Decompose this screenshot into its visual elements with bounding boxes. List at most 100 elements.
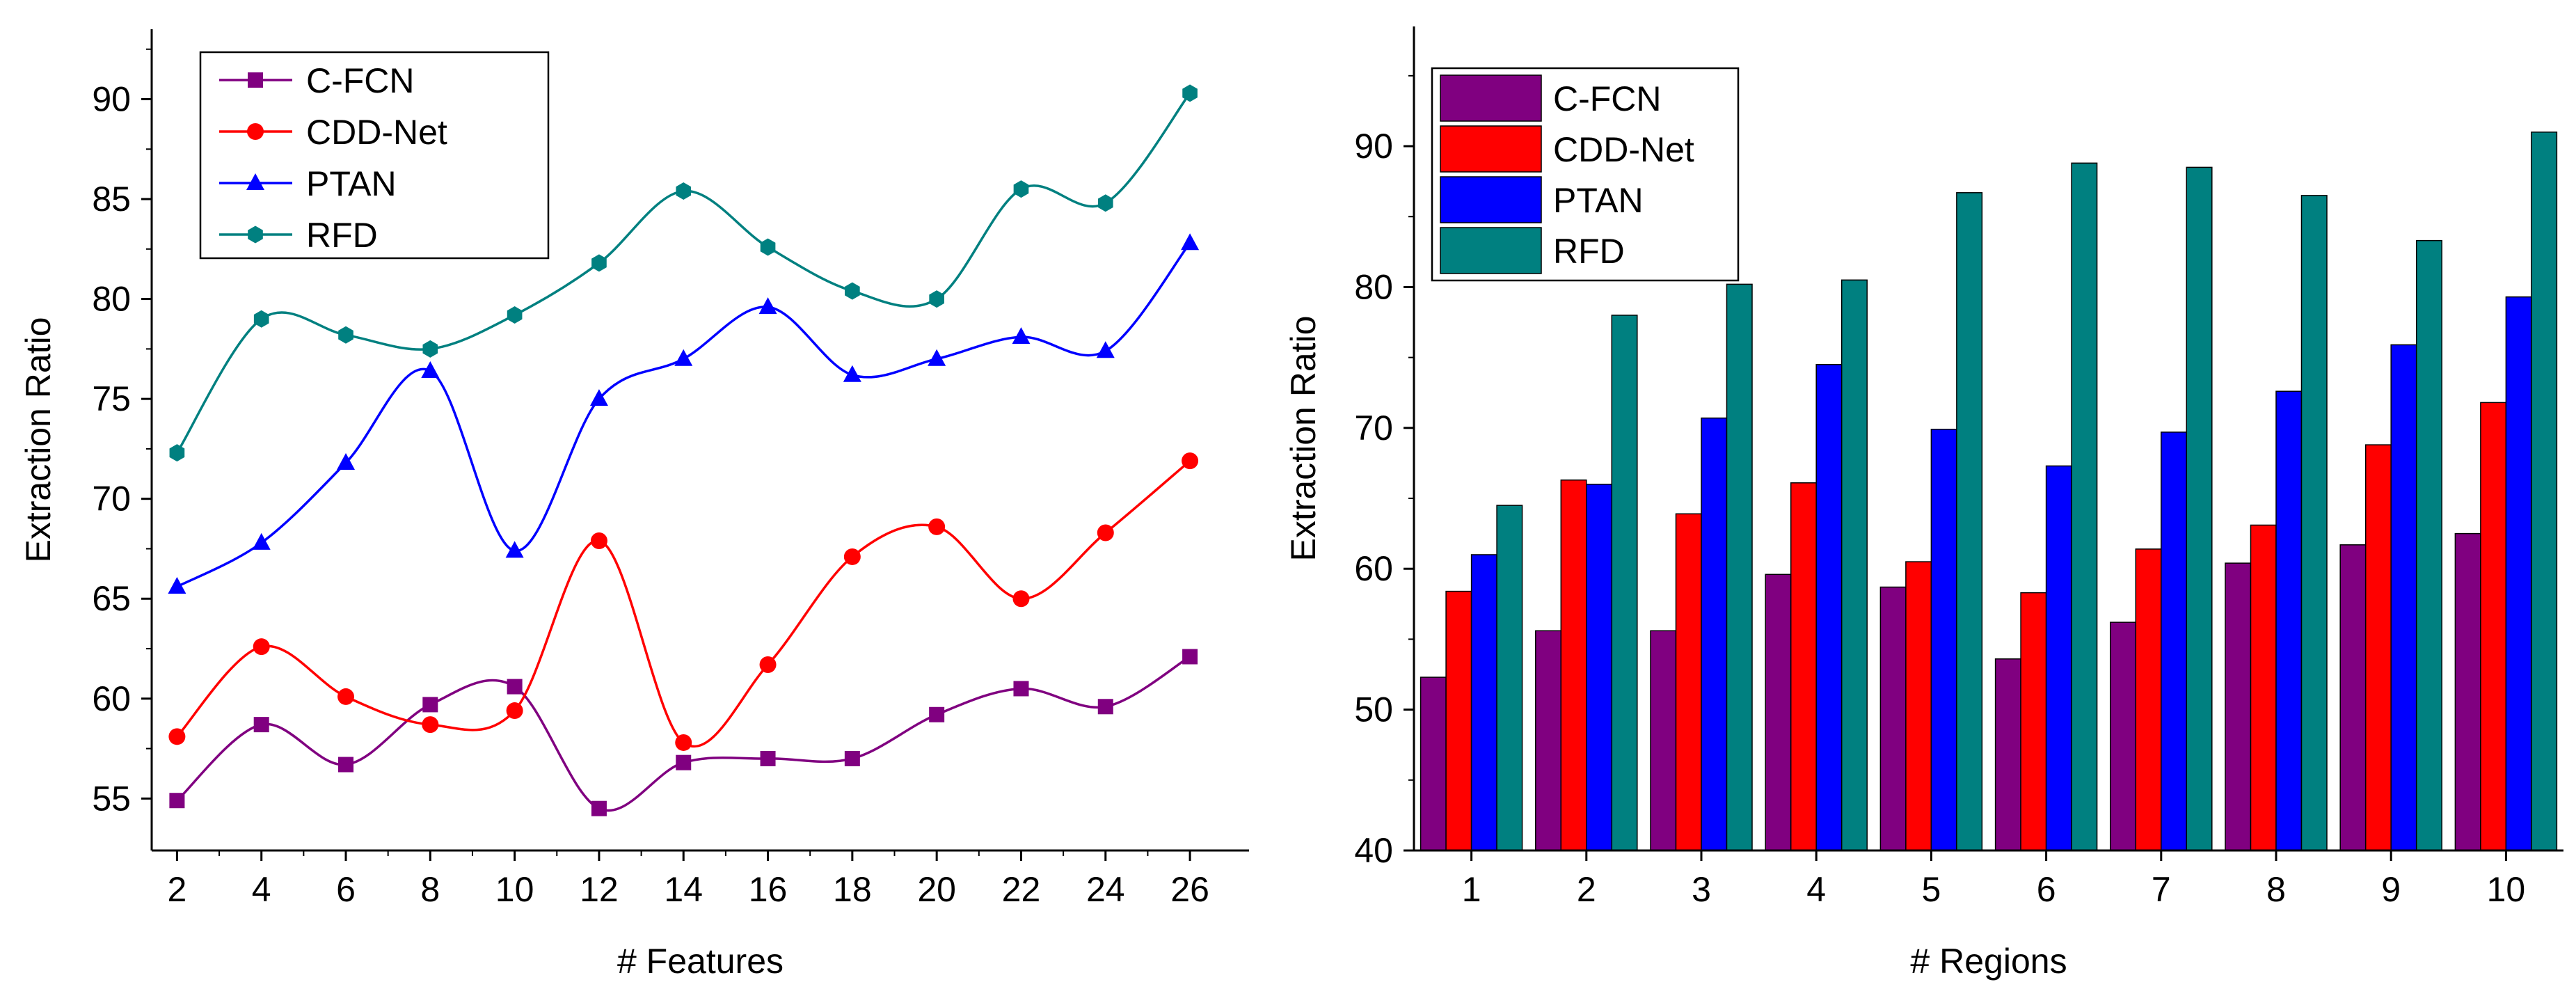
data-point-ptan [337, 453, 356, 470]
bar-c-fcn [2225, 562, 2252, 851]
legend-label: RFD [306, 216, 378, 255]
y-tick-label: 80 [92, 280, 131, 319]
data-point-cdd-net [422, 716, 439, 734]
data-point-c-fcn [929, 706, 945, 722]
x-tick-label: 6 [2037, 870, 2056, 909]
y-tick-label: 70 [92, 480, 131, 519]
y-tick-label: 65 [92, 579, 131, 618]
y-tick-label: 60 [92, 679, 131, 718]
data-point-rfd [929, 290, 944, 308]
x-tick-label: 1 [1462, 870, 1481, 909]
data-point-rfd [338, 326, 353, 344]
x-tick-label: 7 [2152, 870, 2171, 909]
bar-cdd-net [2364, 444, 2392, 851]
data-point-ptan [168, 577, 186, 594]
data-point-c-fcn [169, 793, 185, 809]
x-tick-label: 8 [420, 870, 440, 909]
bar-c-fcn [1535, 630, 1562, 851]
bar-c-fcn [2110, 622, 2137, 851]
bar-cdd-net [2135, 548, 2162, 851]
bar-ptan [1470, 554, 1497, 851]
data-point-cdd-net [759, 656, 777, 673]
data-point-c-fcn [591, 800, 607, 816]
legend-marker [248, 225, 263, 244]
bar-c-fcn [1879, 586, 1907, 851]
data-point-c-fcn [338, 757, 354, 773]
x-tick-label: 10 [2487, 870, 2526, 909]
data-point-c-fcn [760, 750, 776, 766]
x-axis-label: # Regions [1910, 942, 2067, 981]
x-tick-label: 5 [1921, 870, 1941, 909]
x-tick-label: 22 [1002, 870, 1041, 909]
data-point-rfd [760, 238, 776, 256]
x-tick-label: 20 [917, 870, 956, 909]
legend-swatch [1440, 74, 1542, 122]
series-line-cdd-net [176, 459, 1191, 748]
x-tick-label: 4 [252, 870, 271, 909]
series-line-ptan [176, 242, 1191, 588]
data-point-rfd [591, 254, 607, 272]
legend-marker [247, 123, 264, 140]
data-point-cdd-net [675, 734, 692, 751]
data-point-ptan [674, 349, 693, 366]
bar-rfd [1840, 279, 1868, 851]
data-point-cdd-net [1097, 524, 1114, 541]
data-point-ptan [1012, 327, 1031, 345]
data-point-ptan [505, 541, 524, 558]
data-point-c-fcn [676, 754, 692, 770]
data-point-c-fcn [1182, 649, 1198, 665]
data-point-ptan [843, 365, 861, 382]
x-tick-label: 18 [833, 870, 872, 909]
x-tick-label: 4 [1806, 870, 1826, 909]
y-axis-label: Extraction Ratio [19, 317, 58, 563]
bar-rfd [2186, 166, 2213, 851]
data-point-rfd [169, 444, 185, 462]
data-point-cdd-net [168, 728, 186, 745]
bar-cdd-net [1675, 513, 1702, 851]
bar-rfd [2300, 195, 2328, 851]
legend-swatch [1440, 227, 1542, 274]
bar-ptan [2045, 465, 2072, 851]
bar-rfd [1956, 192, 1983, 851]
x-tick-label: 26 [1170, 870, 1209, 909]
data-point-cdd-net [506, 702, 523, 720]
data-point-ptan [252, 532, 271, 550]
x-tick-label: 12 [580, 870, 619, 909]
x-axis-label: # Features [617, 942, 784, 981]
legend-marker [246, 173, 264, 190]
x-tick-label: 8 [2266, 870, 2286, 909]
legend-label: CDD-Net [306, 113, 447, 152]
bar-ptan [1701, 417, 1728, 851]
bar-cdd-net [2480, 402, 2507, 851]
bar-rfd [1611, 315, 1638, 851]
y-axis-label: Extraction Ratio [1284, 316, 1323, 562]
bar-ptan [2505, 296, 2532, 851]
data-point-ptan [1096, 341, 1115, 358]
data-point-ptan [928, 349, 946, 366]
y-tick-label: 55 [92, 779, 131, 818]
y-tick-label: 75 [92, 379, 131, 418]
data-point-c-fcn [1013, 681, 1029, 697]
legend-label: CDD-Net [1553, 130, 1694, 169]
bar-ptan [1586, 484, 1613, 851]
bar-chart-regions: 1 2 3 4 5 6 7 8 9 10 40 50 60 70 80 90 # Regions Extracti… [1284, 26, 2563, 981]
data-point-cdd-net [253, 638, 270, 656]
data-point-rfd [507, 306, 523, 324]
bar-ptan [2390, 344, 2417, 851]
legend-swatch [1440, 125, 1542, 173]
x-tick-label: 3 [1692, 870, 1711, 909]
y-tick-label: 90 [1354, 127, 1393, 166]
bar-rfd [2415, 239, 2442, 851]
bar-c-fcn [2339, 544, 2367, 851]
x-tick-label: 16 [749, 870, 788, 909]
data-point-cdd-net [1182, 452, 1199, 470]
bar-cdd-net [1905, 561, 1932, 851]
data-point-ptan [421, 361, 440, 378]
bar-rfd [1726, 283, 1753, 851]
data-point-rfd [845, 282, 860, 300]
y-tick-label: 80 [1354, 267, 1393, 306]
data-point-c-fcn [507, 679, 523, 695]
bar-c-fcn [1420, 676, 1447, 851]
data-point-rfd [1097, 194, 1113, 212]
